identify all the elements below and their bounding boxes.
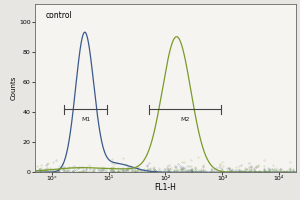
Y-axis label: Counts: Counts	[10, 76, 16, 100]
Text: M1: M1	[81, 117, 90, 122]
Text: control: control	[45, 11, 72, 20]
Text: M2: M2	[181, 117, 190, 122]
X-axis label: FL1-H: FL1-H	[154, 183, 176, 192]
